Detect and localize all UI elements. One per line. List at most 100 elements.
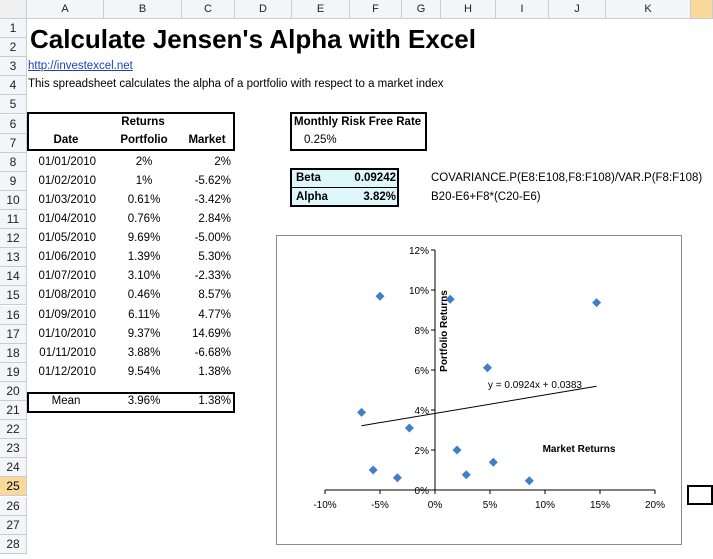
data-point [375, 291, 385, 301]
date-cell[interactable]: 01/08/2010 [38, 289, 96, 302]
date-cell[interactable]: 01/12/2010 [38, 365, 96, 378]
row-header-26[interactable]: 26 [0, 496, 27, 516]
select-all-corner[interactable] [0, 0, 27, 19]
mean-label: Mean [51, 395, 81, 407]
portfolio-cell[interactable]: 2% [135, 155, 153, 168]
column-header-j[interactable]: J [549, 0, 606, 19]
site-link[interactable]: http://investexcel.net [28, 60, 133, 72]
column-header-b[interactable]: B [104, 0, 182, 19]
market-cell[interactable]: 2% [214, 155, 231, 168]
data-point [524, 476, 534, 486]
row-header-22[interactable]: 22 [0, 420, 27, 440]
market-cell[interactable]: -3.42% [194, 193, 231, 206]
row-header-10[interactable]: 10 [0, 190, 27, 210]
market-cell[interactable]: -5.62% [194, 174, 231, 187]
date-cell[interactable]: 01/10/2010 [38, 327, 96, 340]
market-cell[interactable]: 8.57% [198, 289, 231, 302]
row-header-12[interactable]: 12 [0, 229, 27, 249]
date-cell[interactable]: 01/02/2010 [38, 174, 96, 187]
row-header-25[interactable]: 25 [0, 477, 27, 497]
x-tick-label: 10% [535, 500, 555, 511]
market-cell[interactable]: -6.68% [194, 346, 231, 359]
market-cell[interactable]: 4.77% [198, 308, 231, 321]
column-header-d[interactable]: D [235, 0, 292, 19]
column-header-a[interactable]: A [27, 0, 104, 19]
row-header-2[interactable]: 2 [0, 38, 27, 58]
portfolio-cell[interactable]: 0.76% [127, 213, 161, 225]
x-tick-label: 15% [590, 500, 610, 511]
x-tick-label: 20% [645, 500, 665, 511]
data-point [592, 298, 602, 308]
beta-value[interactable]: 0.09242 [354, 172, 396, 184]
market-cell[interactable]: 1.38% [198, 365, 231, 378]
portfolio-cell[interactable]: 1% [135, 174, 153, 187]
date-cell[interactable]: 01/06/2010 [38, 251, 96, 264]
row-header-20[interactable]: 20 [0, 381, 27, 401]
y-tick-label: 2% [415, 446, 430, 457]
mean-market[interactable]: 1.38% [198, 395, 231, 407]
risk-free-value[interactable]: 0.25% [304, 134, 337, 146]
x-tick-label: 0% [428, 500, 443, 511]
mean-portfolio[interactable]: 3.96% [127, 395, 161, 407]
portfolio-cell[interactable]: 6.11% [128, 308, 160, 321]
column-header-g[interactable]: G [402, 0, 441, 19]
portfolio-cell[interactable]: 3.10% [127, 270, 161, 283]
market-cell[interactable]: 2.84% [198, 213, 231, 225]
column-header-overflow[interactable] [691, 0, 713, 19]
row-header-1[interactable]: 1 [0, 19, 27, 39]
column-header-i[interactable]: I [496, 0, 549, 19]
market-cell[interactable]: -2.33% [194, 270, 231, 283]
row-header-6[interactable]: 6 [0, 114, 27, 134]
market-cell[interactable]: 14.69% [191, 327, 231, 340]
date-cell[interactable]: 01/01/2010 [38, 155, 96, 168]
column-header-e[interactable]: E [292, 0, 350, 19]
alpha-value[interactable]: 3.82% [363, 191, 396, 203]
portfolio-cell[interactable]: 9.54% [127, 365, 161, 378]
date-cell[interactable]: 01/04/2010 [38, 213, 96, 225]
column-header-c[interactable]: C [182, 0, 235, 19]
date-cell[interactable]: 01/09/2010 [38, 308, 96, 321]
row-header-23[interactable]: 23 [0, 439, 27, 459]
row-header-28[interactable]: 28 [0, 534, 27, 554]
returns-group-header: Returns [121, 116, 165, 128]
portfolio-cell[interactable]: 3.88% [127, 346, 161, 359]
date-cell[interactable]: 01/03/2010 [38, 193, 96, 206]
row-header-4[interactable]: 4 [0, 76, 27, 96]
row-header-13[interactable]: 13 [0, 248, 27, 268]
column-header-h[interactable]: H [441, 0, 496, 19]
row-header-16[interactable]: 16 [0, 305, 27, 325]
description-text: This spreadsheet calculates the alpha of… [28, 78, 444, 90]
date-cell[interactable]: 01/07/2010 [38, 270, 96, 283]
selected-cell[interactable] [687, 485, 713, 505]
row-header-3[interactable]: 3 [0, 57, 27, 77]
beta-alpha-divider [290, 187, 399, 188]
portfolio-cell[interactable]: 9.69% [127, 232, 161, 245]
row-header-5[interactable]: 5 [0, 95, 27, 115]
row-header-24[interactable]: 24 [0, 458, 27, 478]
row-header-17[interactable]: 17 [0, 324, 27, 344]
column-header-f[interactable]: F [350, 0, 402, 19]
portfolio-cell[interactable]: 0.46% [127, 289, 161, 302]
scatter-chart[interactable]: 0% 2% 4% 6% 8% 10% 12% -10% -5% 0% 5% 10% 15% 20% Port… [276, 235, 682, 545]
date-cell[interactable]: 01/05/2010 [38, 232, 96, 245]
data-point [357, 407, 367, 417]
column-header-k[interactable]: K [606, 0, 691, 19]
row-header-21[interactable]: 21 [0, 401, 27, 421]
row-header-14[interactable]: 14 [0, 267, 27, 287]
portfolio-cell[interactable]: 0.61% [127, 193, 161, 206]
row-header-7[interactable]: 7 [0, 133, 27, 153]
market-cell[interactable]: -5.00% [194, 232, 231, 245]
data-point [392, 473, 402, 483]
row-header-18[interactable]: 18 [0, 343, 27, 363]
row-header-27[interactable]: 27 [0, 515, 27, 535]
row-header-9[interactable]: 9 [0, 171, 27, 191]
row-header-8[interactable]: 8 [0, 152, 27, 172]
date-cell[interactable]: 01/11/2010 [39, 346, 96, 359]
data-point [452, 445, 462, 455]
row-header-15[interactable]: 15 [0, 286, 27, 306]
market-cell[interactable]: 5.30% [198, 251, 231, 264]
portfolio-cell[interactable]: 9.37% [127, 327, 161, 340]
row-header-19[interactable]: 19 [0, 362, 27, 382]
row-header-11[interactable]: 11 [0, 210, 27, 230]
portfolio-cell[interactable]: 1.39% [127, 251, 161, 264]
